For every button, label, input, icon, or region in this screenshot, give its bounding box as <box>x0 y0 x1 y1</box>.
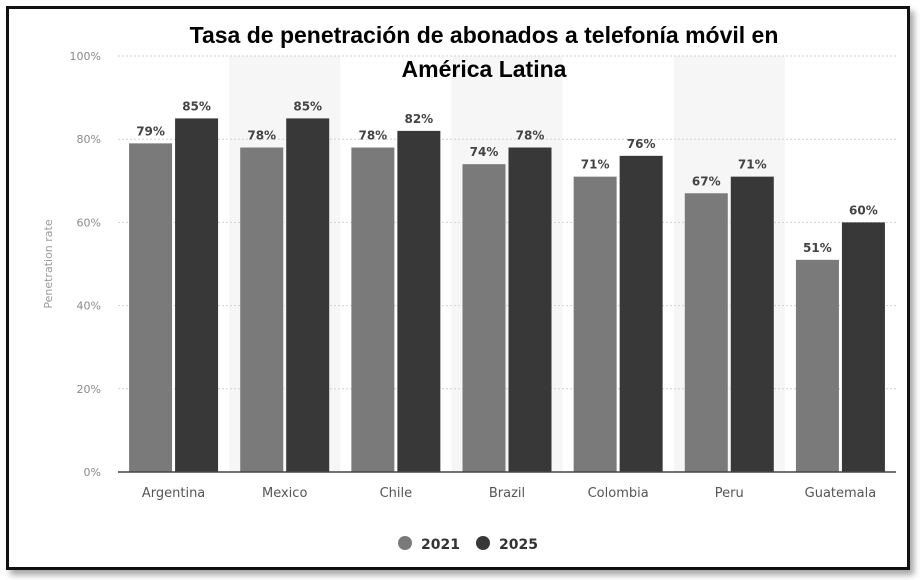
data-labels: 79% 85% 78% 85% 78% 82% 74% 78% 71% 76% 67% 71% 51% 6… <box>136 99 878 254</box>
data-label: 67% <box>692 174 721 188</box>
x-tick-label: Colombia <box>588 486 649 501</box>
legend: 2021 2025 <box>398 536 538 553</box>
legend-marker-2021 <box>398 536 412 550</box>
legend-label-2021: 2021 <box>421 537 460 553</box>
data-label: 85% <box>182 99 211 113</box>
data-label: 78% <box>247 129 276 143</box>
data-label: 51% <box>803 241 832 255</box>
y-tick-label: 20% <box>77 383 101 396</box>
data-label: 78% <box>516 129 545 143</box>
bar-2025-argentina <box>175 118 219 473</box>
y-axis-ticks: 0% 20% 40% 60% 80% 100% <box>70 50 101 479</box>
x-tick-label: Chile <box>380 486 413 501</box>
data-label: 74% <box>470 145 499 159</box>
data-label: 71% <box>738 158 767 172</box>
data-label: 78% <box>358 129 387 143</box>
bar-2021-peru <box>684 193 728 472</box>
y-axis-label: Penetration rate <box>42 219 55 308</box>
bar-2021-guatemala <box>795 259 839 472</box>
bar-2021-argentina <box>129 143 173 473</box>
data-label: 71% <box>581 158 610 172</box>
data-label: 79% <box>136 124 165 138</box>
y-tick-label: 0% <box>84 466 101 479</box>
x-axis-categories: Argentina Mexico Chile Brazil Colombia Peru Gu… <box>142 486 876 501</box>
data-label: 60% <box>849 203 878 217</box>
data-label: 76% <box>627 137 656 151</box>
bar-2025-brazil <box>508 147 552 472</box>
y-tick-label: 80% <box>77 133 101 146</box>
bar-2025-chile <box>397 130 441 472</box>
bar-2025-peru <box>730 176 774 472</box>
x-tick-label: Brazil <box>489 486 525 501</box>
bar-2025-colombia <box>619 155 663 472</box>
bars <box>129 118 885 473</box>
x-tick-label: Argentina <box>142 486 205 501</box>
bar-2025-mexico <box>286 118 330 473</box>
bar-2021-chile <box>351 147 395 472</box>
x-tick-label: Mexico <box>262 486 307 501</box>
bar-2021-brazil <box>462 164 506 472</box>
chart-title-line-2: América Latina <box>402 56 567 82</box>
data-label: 82% <box>404 112 433 126</box>
y-tick-label: 100% <box>70 50 101 63</box>
legend-marker-2025 <box>476 536 490 550</box>
chart-title-line-1: Tasa de penetración de abonados a telefo… <box>190 22 779 48</box>
bar-2025-guatemala <box>841 222 885 472</box>
bar-2021-colombia <box>573 176 617 472</box>
x-tick-label: Guatemala <box>805 486 877 501</box>
y-tick-label: 40% <box>77 300 101 313</box>
x-tick-label: Peru <box>715 486 744 501</box>
y-tick-label: 60% <box>77 216 101 229</box>
data-label: 85% <box>293 99 322 113</box>
bar-2021-mexico <box>240 147 284 472</box>
legend-label-2025: 2025 <box>499 537 538 553</box>
